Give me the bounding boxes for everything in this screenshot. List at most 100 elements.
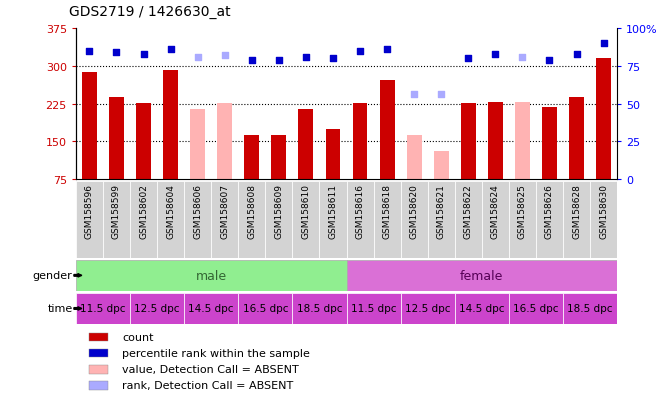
Text: GSM158610: GSM158610 (302, 184, 310, 239)
Point (165, 47, 176, 53)
Point (219, 53, 230, 59)
Bar (103, 182, 130, 258)
Text: GSM158624: GSM158624 (491, 184, 500, 239)
Text: GSM158618: GSM158618 (383, 184, 391, 239)
Point (301, 54, 312, 61)
Text: GSM158622: GSM158622 (464, 184, 473, 239)
Text: 12.5 dpc: 12.5 dpc (405, 304, 450, 314)
Bar (509, 293, 563, 324)
Text: GSM158620: GSM158620 (410, 184, 418, 239)
Bar (76, 293, 130, 324)
Bar (90, 365, 108, 374)
Bar (292, 293, 346, 324)
Text: GSM158602: GSM158602 (139, 184, 148, 239)
Point (355, 48, 366, 55)
Text: 14.5 dpc: 14.5 dpc (189, 304, 234, 314)
Text: GSM158608: GSM158608 (248, 184, 256, 239)
Bar (319, 182, 346, 258)
Point (517, 54, 528, 61)
Bar (515, 103, 530, 180)
Text: rank, Detection Call = ABSENT: rank, Detection Call = ABSENT (122, 380, 293, 391)
Text: GSM158616: GSM158616 (356, 184, 364, 239)
Text: GSM158599: GSM158599 (112, 184, 121, 239)
Bar (434, 152, 449, 180)
Bar (184, 182, 211, 258)
Bar (455, 293, 509, 324)
Text: male: male (195, 269, 227, 282)
Point (381, 47, 392, 53)
Point (193, 54, 203, 61)
Bar (217, 103, 232, 180)
Text: count: count (122, 332, 153, 342)
Bar (482, 182, 509, 258)
Bar (244, 135, 259, 180)
Bar (130, 293, 184, 324)
Bar (461, 103, 476, 180)
Bar (401, 182, 428, 258)
Point (328, 56, 339, 62)
Text: GSM158628: GSM158628 (572, 184, 581, 239)
Text: GSM158606: GSM158606 (193, 184, 202, 239)
Point (599, 41, 609, 47)
Point (490, 51, 501, 58)
Bar (542, 108, 557, 180)
Bar (407, 135, 422, 180)
Bar (90, 349, 108, 358)
Point (544, 57, 554, 64)
Text: GSM158630: GSM158630 (599, 184, 608, 239)
Text: 11.5 dpc: 11.5 dpc (81, 304, 125, 314)
Bar (82, 73, 97, 180)
Point (111, 50, 122, 56)
Text: 11.5 dpc: 11.5 dpc (351, 304, 396, 314)
Bar (136, 103, 151, 180)
Bar (488, 103, 503, 180)
Text: gender: gender (33, 271, 73, 281)
Bar (184, 293, 238, 324)
Bar (130, 182, 157, 258)
Bar (90, 333, 108, 342)
Bar (298, 109, 313, 180)
Text: time: time (48, 304, 73, 314)
Text: GSM158607: GSM158607 (220, 184, 229, 239)
Text: GSM158621: GSM158621 (437, 184, 446, 239)
Text: GSM158626: GSM158626 (545, 184, 554, 239)
Bar (455, 182, 482, 258)
Bar (109, 98, 124, 180)
Bar (76, 182, 103, 258)
Point (463, 56, 474, 62)
Text: 12.5 dpc: 12.5 dpc (135, 304, 180, 314)
Point (409, 92, 420, 99)
Bar (90, 381, 108, 390)
Text: GSM158625: GSM158625 (518, 184, 527, 239)
Bar (563, 293, 617, 324)
Text: 14.5 dpc: 14.5 dpc (459, 304, 504, 314)
Bar (238, 293, 292, 324)
Text: 18.5 dpc: 18.5 dpc (297, 304, 342, 314)
Bar (190, 109, 205, 180)
Bar (346, 293, 401, 324)
Bar (509, 182, 536, 258)
Point (247, 57, 257, 64)
Point (571, 51, 582, 58)
Text: GSM158611: GSM158611 (329, 184, 337, 239)
Text: 16.5 dpc: 16.5 dpc (513, 304, 558, 314)
Point (84, 48, 95, 55)
Text: GSM158596: GSM158596 (85, 184, 94, 239)
Bar (536, 182, 563, 258)
Bar (352, 103, 368, 180)
Point (436, 92, 447, 99)
Bar (271, 136, 286, 180)
Bar (596, 59, 611, 180)
Point (274, 57, 284, 64)
Bar (346, 260, 617, 291)
Bar (569, 98, 584, 180)
Bar (211, 182, 238, 258)
Bar (401, 293, 455, 324)
Bar (590, 182, 617, 258)
Bar (563, 182, 590, 258)
Text: GSM158604: GSM158604 (166, 184, 175, 239)
Bar (157, 182, 184, 258)
Bar (76, 260, 346, 291)
Bar (325, 129, 341, 180)
Text: GDS2719 / 1426630_at: GDS2719 / 1426630_at (69, 5, 231, 19)
